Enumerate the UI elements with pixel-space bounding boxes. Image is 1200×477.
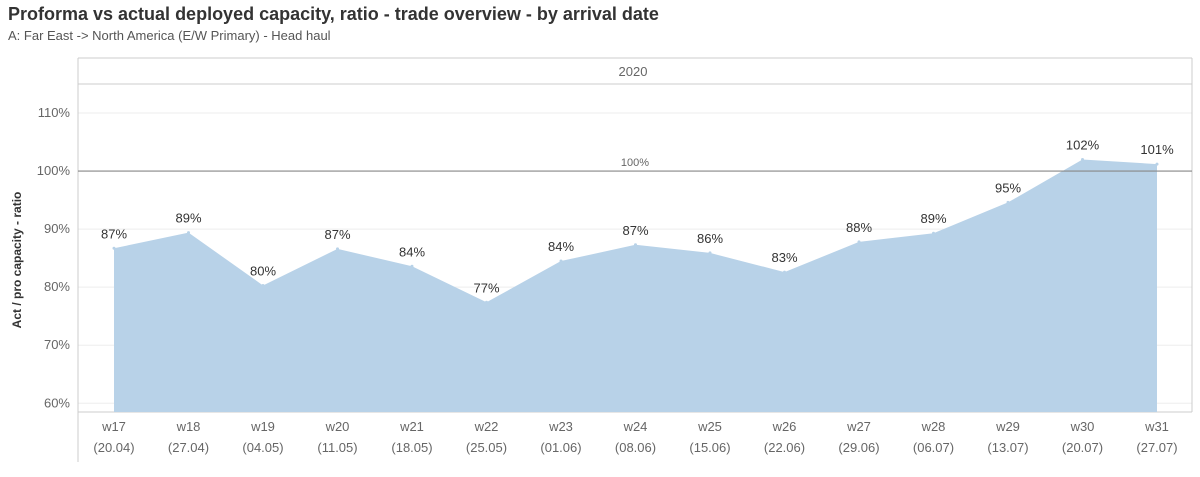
x-tick-label-date: (29.06) (838, 440, 879, 455)
panel-header: 2020 (619, 64, 648, 79)
data-point (857, 240, 861, 244)
y-tick-label: 70% (44, 337, 70, 352)
data-label: 87% (622, 223, 648, 238)
x-tick-label-date: (27.07) (1136, 440, 1177, 455)
x-tick-label-week: w19 (250, 419, 275, 434)
x-tick-label-date: (08.06) (615, 440, 656, 455)
reference-layer: 100% (78, 157, 1192, 172)
y-tick-label: 100% (37, 163, 71, 178)
data-label: 80% (250, 263, 276, 278)
x-tick-label-date: (27.04) (168, 440, 209, 455)
x-tick-label-week: w18 (176, 419, 201, 434)
data-point (336, 247, 339, 251)
data-point (1006, 200, 1010, 204)
data-label: 84% (399, 244, 425, 259)
y-tick-label: 110% (38, 105, 71, 120)
data-label: 84% (548, 239, 574, 254)
y-tick-label: 90% (44, 221, 70, 236)
x-tick-label-date: (04.05) (242, 440, 283, 455)
x-tick-label-date: (11.05) (317, 440, 357, 455)
x-tick-label-date: (22.06) (764, 440, 805, 455)
chart-title: Proforma vs actual deployed capacity, ra… (8, 4, 659, 24)
data-point (708, 251, 712, 255)
x-tick-label-week: w20 (325, 419, 350, 434)
x-tick-label-week: w31 (1144, 419, 1169, 434)
y-tick-label: 80% (44, 279, 70, 294)
x-tick-label-week: w28 (921, 419, 946, 434)
data-point (1081, 157, 1084, 161)
x-tick-label-date: (01.06) (540, 440, 581, 455)
chart-subtitle: A: Far East -> North America (E/W Primar… (8, 28, 331, 43)
area-layer (112, 157, 1159, 412)
data-label: 87% (101, 226, 127, 241)
x-tick-label-week: w27 (846, 419, 871, 434)
x-tick-label-date: (15.06) (689, 440, 730, 455)
x-tick-label-week: w26 (772, 419, 797, 434)
x-tick-label-date: (13.07) (987, 440, 1028, 455)
data-point (1155, 162, 1159, 166)
data-point (410, 264, 414, 268)
x-tick-label-date: (25.05) (466, 440, 507, 455)
x-tick-label-date: (20.04) (93, 440, 134, 455)
data-label: 102% (1066, 137, 1100, 152)
x-tick-label-week: w21 (399, 419, 424, 434)
x-tick-label-week: w22 (474, 419, 499, 434)
area-series (114, 159, 1157, 412)
y-tick-layer: 60% 70% 80% 90% 100% 110% (37, 105, 71, 410)
data-point (634, 243, 637, 247)
x-tick-label-date: (18.05) (391, 440, 432, 455)
x-tick-label-week: w29 (995, 419, 1020, 434)
x-tick-label-week: w17 (101, 419, 126, 434)
x-tick-label-date: (20.07) (1062, 440, 1103, 455)
data-label: 86% (697, 231, 723, 246)
y-tick-label: 60% (44, 395, 70, 410)
data-label: 89% (920, 211, 946, 226)
reference-line-label: 100% (621, 157, 649, 169)
x-tick-label-week: w30 (1070, 419, 1095, 434)
data-point (559, 259, 563, 263)
data-label: 95% (995, 180, 1021, 195)
y-axis-label: Act / pro capacity - ratio (10, 192, 24, 329)
data-point (932, 231, 935, 235)
data-label: 87% (324, 227, 350, 242)
data-label: 83% (771, 250, 797, 265)
data-point (112, 246, 116, 250)
data-point (187, 231, 190, 235)
data-label: 101% (1140, 142, 1174, 157)
data-point (485, 300, 488, 304)
x-tick-label-week: w24 (623, 419, 648, 434)
data-label-layer: 87% 89% 80% 87% 84% 77% 84% 87% 86% 83% 88% 89% 95% 1… (101, 137, 1174, 295)
data-point (783, 270, 786, 274)
x-tick-label-date: (06.07) (913, 440, 954, 455)
data-label: 77% (473, 280, 499, 295)
data-label: 88% (846, 220, 872, 235)
data-point (261, 283, 265, 287)
data-label: 89% (175, 211, 201, 226)
x-tick-layer: w17 (20.04) w18 (27.04) w19 (04.05) w20 (11.05)… (93, 419, 1177, 455)
x-tick-label-week: w23 (548, 419, 573, 434)
x-tick-label-week: w25 (697, 419, 722, 434)
